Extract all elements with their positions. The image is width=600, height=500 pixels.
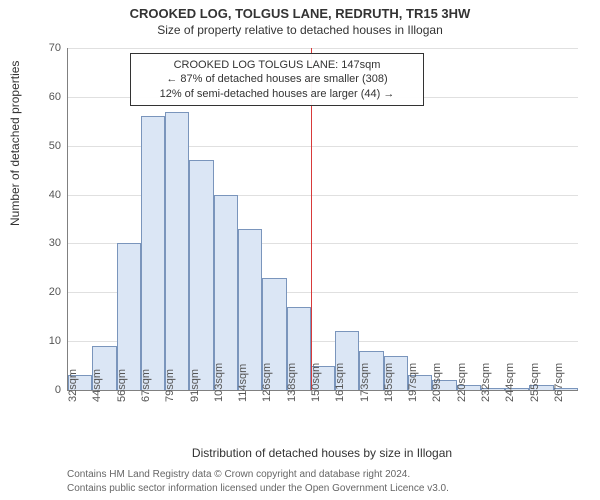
histogram-bar xyxy=(189,160,213,390)
gridline xyxy=(68,48,578,49)
annotation-line1: CROOKED LOG TOLGUS LANE: 147sqm xyxy=(137,58,417,72)
y-tick-label: 0 xyxy=(39,384,61,396)
chart-subtitle: Size of property relative to detached ho… xyxy=(0,23,600,37)
histogram-bar xyxy=(214,195,238,390)
footnote: Contains HM Land Registry data © Crown c… xyxy=(67,468,449,496)
y-tick-label: 60 xyxy=(39,91,61,103)
y-tick-label: 10 xyxy=(39,335,61,347)
histogram-chart: CROOKED LOG, TOLGUS LANE, REDRUTH, TR15 … xyxy=(0,0,600,500)
y-tick-label: 70 xyxy=(39,42,61,54)
footnote-line2: Contains public sector information licen… xyxy=(67,482,449,496)
histogram-bar xyxy=(165,112,189,390)
footnote-line1: Contains HM Land Registry data © Crown c… xyxy=(67,468,449,482)
y-tick-label: 30 xyxy=(39,237,61,249)
annotation-line3: 12% of semi-detached houses are larger (… xyxy=(137,87,417,101)
annotation-line2: ← 87% of detached houses are smaller (30… xyxy=(137,72,417,86)
chart-title: CROOKED LOG, TOLGUS LANE, REDRUTH, TR15 … xyxy=(0,0,600,21)
x-axis-label: Distribution of detached houses by size … xyxy=(67,446,577,460)
y-tick-label: 50 xyxy=(39,140,61,152)
y-tick-label: 20 xyxy=(39,286,61,298)
histogram-bar xyxy=(141,116,165,390)
annotation-box: CROOKED LOG TOLGUS LANE: 147sqm ← 87% of… xyxy=(130,53,424,106)
y-tick-label: 40 xyxy=(39,189,61,201)
